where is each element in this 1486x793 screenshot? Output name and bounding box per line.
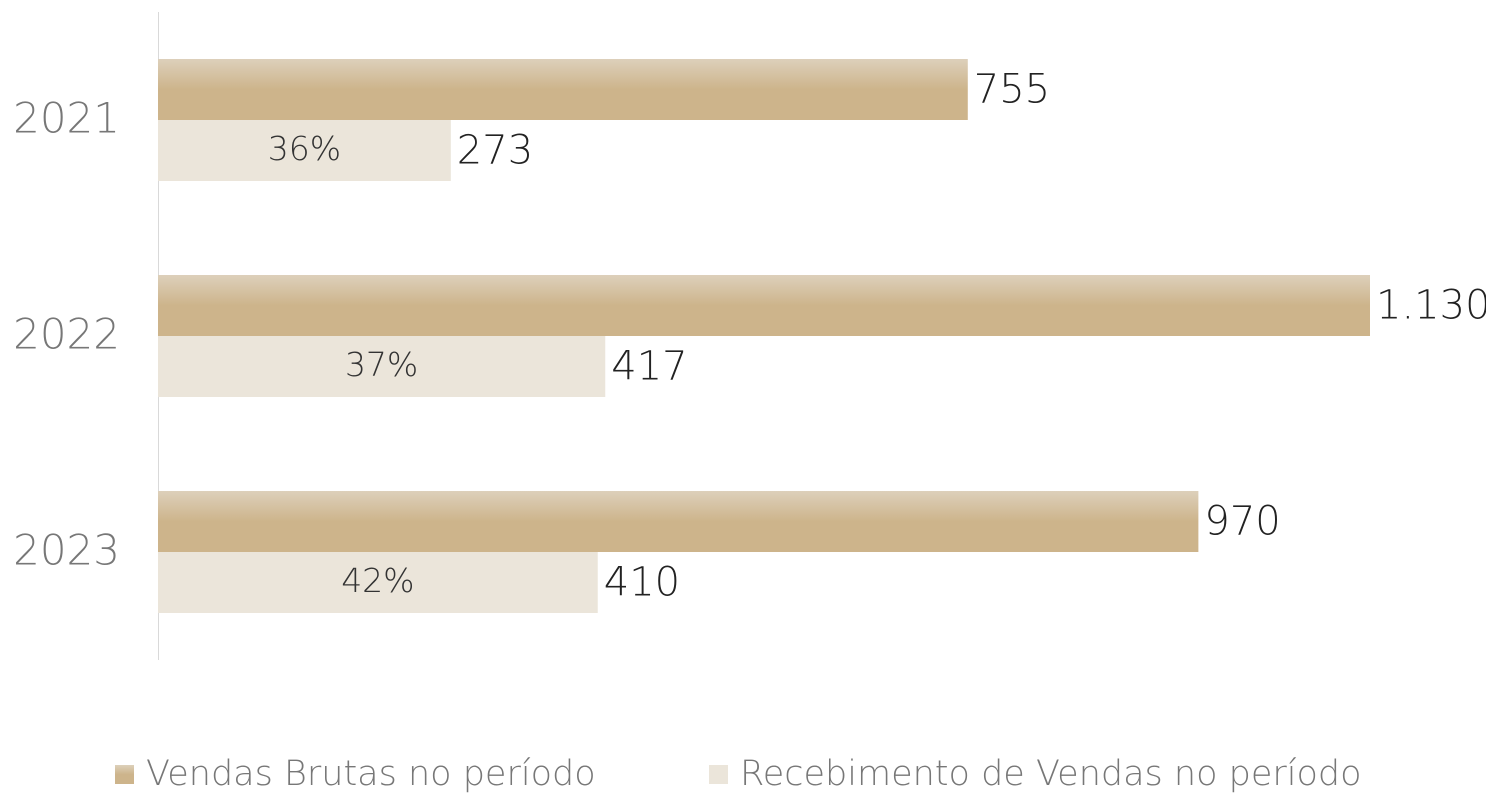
bar: [158, 275, 1370, 336]
bar-annotation: 36%: [268, 129, 341, 168]
y-tick-label: 2021: [13, 94, 120, 143]
value-label: 755: [974, 67, 1050, 113]
legend-label: Recebimento de Vendas no período: [740, 754, 1362, 793]
legend-swatch: [115, 765, 134, 784]
value-label: 970: [1204, 499, 1280, 545]
y-tick-label: 2022: [13, 310, 120, 359]
bar: [158, 336, 606, 397]
legend-swatch: [709, 765, 728, 784]
bar: [158, 120, 451, 181]
bar: [158, 59, 968, 120]
bar-annotation: 42%: [341, 561, 414, 600]
value-label: 417: [611, 344, 687, 390]
bar: [158, 552, 598, 613]
bar-annotation: 37%: [345, 345, 418, 384]
value-label: 273: [457, 128, 533, 174]
legend-label: Vendas Brutas no período: [146, 754, 596, 793]
y-tick-label: 2023: [13, 526, 120, 575]
value-label: 1.130: [1376, 283, 1486, 329]
bar: [158, 491, 1199, 552]
value-label: 410: [604, 560, 680, 606]
